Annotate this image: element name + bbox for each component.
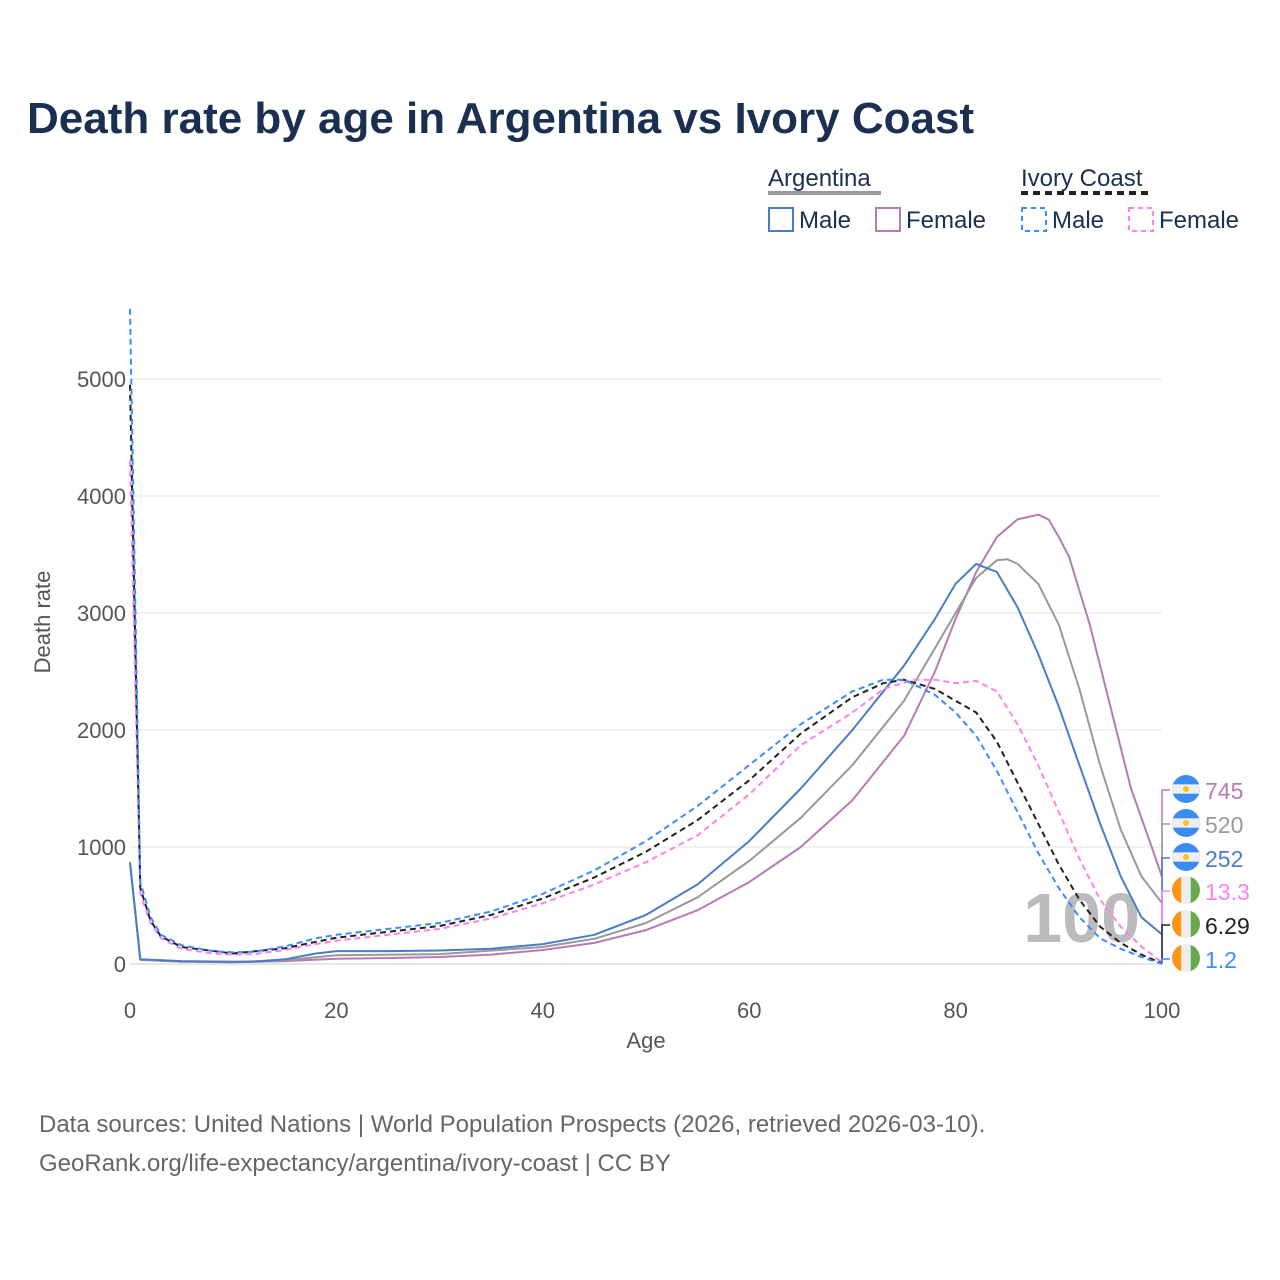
end-value-label: 520 bbox=[1205, 812, 1243, 838]
x-tick-label: 0 bbox=[124, 998, 136, 1023]
end-labels: 745 520 252 13.3 6.29 1.2 bbox=[1161, 775, 1250, 973]
legend-swatch-argentina-male[interactable] bbox=[768, 207, 794, 232]
y-tick-label: 2000 bbox=[77, 718, 126, 743]
y-axis-ticks: 0 1000 2000 3000 4000 5000 bbox=[77, 367, 126, 977]
y-tick-label: 4000 bbox=[77, 484, 126, 509]
series-line-ivory-coast-female[interactable] bbox=[129, 460, 1163, 964]
x-tick-label: 80 bbox=[943, 998, 967, 1023]
x-axis-label: Age bbox=[626, 1028, 665, 1053]
y-tick-label: 5000 bbox=[77, 367, 126, 392]
x-tick-label: 60 bbox=[737, 998, 761, 1023]
argentina-flag-icon bbox=[1172, 809, 1200, 837]
hover-age-indicator: 100 bbox=[1023, 879, 1140, 957]
legend-swatch-argentina-female[interactable] bbox=[875, 207, 901, 232]
legend-group-ivory-coast[interactable]: Ivory Coast bbox=[1021, 165, 1143, 192]
end-label-connector bbox=[1161, 789, 1170, 877]
end-value-label: 745 bbox=[1205, 778, 1243, 804]
ivory-coast-flag-icon bbox=[1172, 876, 1200, 904]
end-label-connector bbox=[1161, 857, 1170, 935]
y-axis-label: Death rate bbox=[30, 571, 55, 674]
ivory-coast-flag-icon bbox=[1172, 944, 1200, 972]
series-line-argentina-female[interactable] bbox=[129, 513, 1163, 964]
end-label-connector bbox=[1161, 958, 1170, 964]
series-line-argentina-male[interactable] bbox=[129, 562, 1163, 963]
argentina-flag-icon bbox=[1172, 775, 1200, 803]
ivory-coast-flag-icon bbox=[1172, 910, 1200, 938]
end-label-connector bbox=[1161, 924, 1170, 964]
x-tick-label: 20 bbox=[324, 998, 348, 1023]
y-tick-label: 0 bbox=[114, 952, 126, 977]
legend-swatch-ivory-coast-male[interactable] bbox=[1021, 207, 1047, 232]
x-tick-label: 100 bbox=[1144, 998, 1181, 1023]
series-line-ivory-coast-male[interactable] bbox=[129, 308, 1163, 965]
gridlines bbox=[130, 378, 1162, 965]
y-tick-label: 3000 bbox=[77, 601, 126, 626]
end-value-label: 252 bbox=[1205, 846, 1243, 872]
end-value-label: 6.29 bbox=[1205, 913, 1250, 939]
x-axis-ticks: 0 20 40 60 80 100 bbox=[124, 998, 1180, 1023]
legend-argentina-male[interactable]: Male bbox=[799, 207, 851, 234]
chart-title: Death rate by age in Argentina vs Ivory … bbox=[27, 94, 974, 143]
footer-link[interactable]: GeoRank.org/life-expectancy/argentina/iv… bbox=[39, 1150, 671, 1177]
legend-group-argentina[interactable]: Argentina bbox=[768, 165, 871, 192]
legend-argentina-female[interactable]: Female bbox=[906, 207, 986, 234]
series-line-argentina-total[interactable] bbox=[129, 558, 1163, 963]
legend: Argentina Male Female Ivory Coast Male F… bbox=[768, 165, 1239, 234]
series-lines bbox=[129, 308, 1163, 965]
x-tick-label: 40 bbox=[531, 998, 555, 1023]
series-line-ivory-coast-total[interactable] bbox=[129, 384, 1163, 965]
end-value-label: 1.2 bbox=[1205, 947, 1237, 973]
y-tick-label: 1000 bbox=[77, 835, 126, 860]
footer-sources: Data sources: United Nations | World Pop… bbox=[39, 1111, 985, 1138]
legend-ivory-coast-male[interactable]: Male bbox=[1052, 207, 1104, 234]
argentina-flag-icon bbox=[1172, 843, 1200, 871]
end-label-connector bbox=[1161, 890, 1170, 963]
end-value-label: 13.3 bbox=[1205, 879, 1250, 905]
legend-swatch-ivory-coast-female[interactable] bbox=[1128, 207, 1154, 232]
legend-ivory-coast-female[interactable]: Female bbox=[1159, 207, 1239, 234]
